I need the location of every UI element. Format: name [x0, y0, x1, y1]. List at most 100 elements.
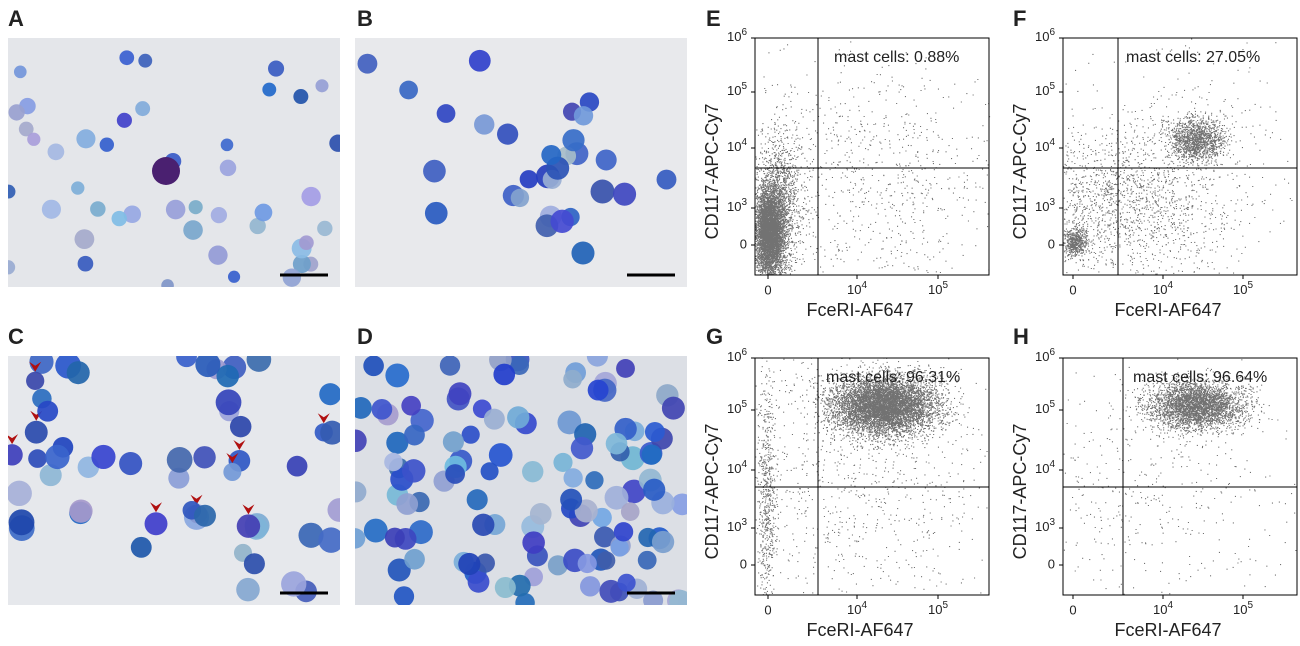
cell [24, 420, 48, 444]
tick-base: 10 [847, 602, 861, 617]
arrowhead [181, 336, 193, 346]
cell [571, 241, 595, 265]
plot-frame [1062, 357, 1298, 596]
panel-letter: G [706, 324, 723, 349]
cell [617, 573, 636, 592]
cell [37, 400, 59, 422]
events [1063, 358, 1297, 595]
tick-label: 0 [764, 602, 771, 617]
cell [656, 169, 677, 190]
cell [13, 65, 27, 79]
cell [386, 431, 409, 454]
cell [509, 356, 530, 376]
cell [249, 217, 266, 235]
tick-exp: 4 [1049, 459, 1055, 470]
cell [371, 398, 393, 420]
tick-base: 10 [727, 29, 741, 44]
tick-exp: 4 [741, 459, 747, 470]
cell [563, 369, 582, 389]
cell [8, 184, 16, 199]
cell [355, 481, 367, 503]
tick-label: 106 [1035, 27, 1055, 45]
cell [596, 551, 616, 570]
cell [644, 421, 665, 442]
micrograph-background [355, 38, 687, 287]
cell [355, 429, 367, 453]
tick-exp: 5 [1049, 81, 1055, 92]
cell [8, 260, 16, 275]
cell [39, 464, 62, 487]
tick-label: 104 [847, 600, 867, 618]
cell [396, 493, 419, 515]
tick-base: 10 [1035, 349, 1049, 364]
tick-label: 103 [727, 517, 747, 535]
cell [616, 359, 635, 378]
cell [507, 406, 530, 429]
cell [472, 513, 495, 536]
tick-label: 0 [1048, 236, 1055, 251]
cell [66, 361, 90, 385]
cell [41, 199, 61, 219]
cell [497, 123, 519, 145]
cell [281, 571, 307, 597]
tick-exp: 5 [1049, 399, 1055, 410]
cell [111, 210, 127, 227]
tick-exp: 4 [741, 137, 747, 148]
tick-base: 10 [727, 401, 741, 416]
cell [195, 356, 221, 378]
cell [585, 471, 604, 490]
cell [26, 371, 45, 390]
tick-base: 10 [1035, 29, 1049, 44]
cell [71, 181, 85, 195]
cell [468, 49, 491, 72]
micrograph-content [355, 356, 687, 605]
cell [461, 425, 480, 444]
cell [439, 356, 461, 376]
cell [458, 552, 481, 576]
cell [448, 382, 472, 406]
tick-base: 10 [727, 519, 741, 534]
cell [404, 424, 425, 446]
micrograph [355, 356, 687, 605]
cell [401, 395, 421, 416]
tick-base: 10 [847, 282, 861, 297]
tick-base: 10 [928, 602, 942, 617]
tick-label: 104 [1153, 600, 1173, 618]
cell [76, 129, 96, 149]
y-axis-label: CD117-APC-Cy7 [702, 104, 722, 240]
cell [586, 356, 608, 367]
tick-label: 106 [727, 347, 747, 365]
cell [215, 389, 242, 416]
cell [402, 459, 426, 483]
plot-frame [754, 357, 990, 596]
cell [384, 527, 405, 548]
cell [475, 553, 495, 573]
cell [580, 576, 601, 597]
tick-label: 105 [727, 81, 747, 99]
cell [445, 464, 465, 484]
tick-label: 0 [1048, 556, 1055, 571]
arrowhead [8, 434, 19, 445]
cell [363, 518, 388, 543]
tick-base: 10 [727, 83, 741, 98]
cell [27, 132, 41, 146]
cell [643, 478, 666, 501]
tick-label: 106 [727, 27, 747, 45]
cell [99, 137, 114, 152]
cell [423, 159, 446, 183]
cell [301, 186, 321, 207]
cell [522, 460, 544, 483]
cell [488, 443, 513, 467]
cell [550, 209, 574, 234]
arrowhead [253, 337, 265, 347]
cell [176, 356, 197, 368]
gate-label: mast cells: 27.05% [1126, 49, 1260, 66]
tick-base: 10 [727, 199, 741, 214]
tick-base: 10 [727, 139, 741, 154]
cell [90, 201, 106, 217]
cell [587, 379, 609, 401]
tick-exp: 6 [1049, 27, 1055, 38]
cell [166, 447, 193, 473]
cell [661, 396, 685, 420]
cell [519, 170, 538, 189]
